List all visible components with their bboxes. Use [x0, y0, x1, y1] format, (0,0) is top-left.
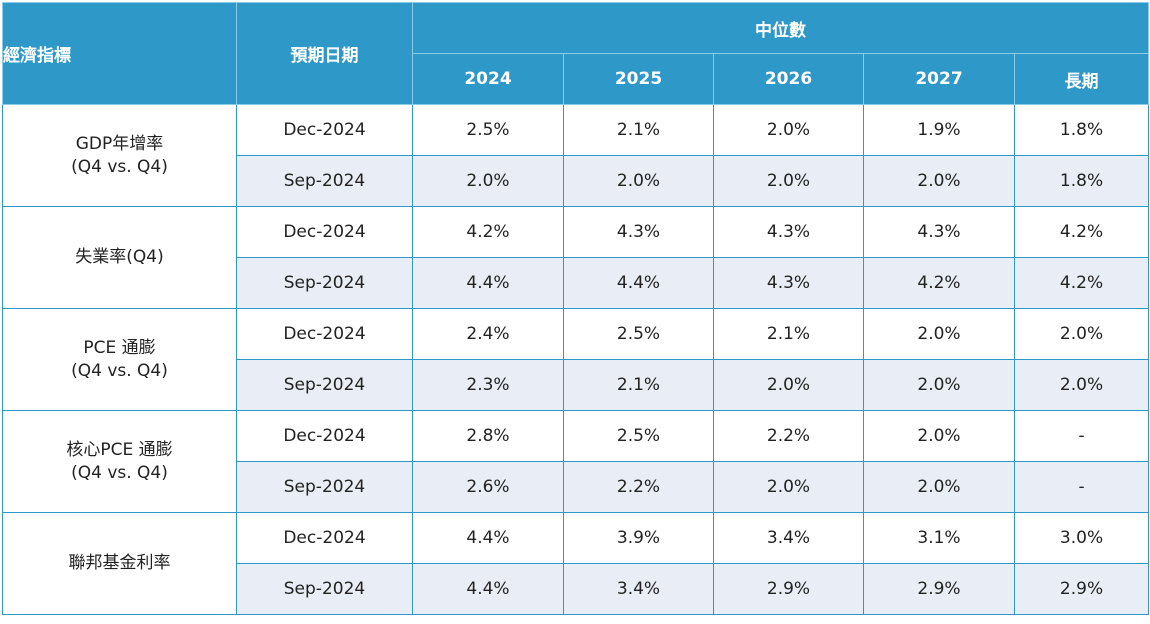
- value-cell: 2.0%: [412, 155, 564, 207]
- indicator-label: GDP年增率 (Q4 vs. Q4): [2, 104, 237, 207]
- value-cell: 2.5%: [563, 308, 714, 360]
- value-cell: 4.4%: [563, 257, 714, 309]
- indicator-label-line: 核心PCE 通膨: [66, 439, 173, 460]
- value-cell: 3.4%: [563, 563, 714, 615]
- projection-date-cell: Dec-2024: [236, 410, 413, 462]
- projection-date-cell: Dec-2024: [236, 308, 413, 360]
- value-cell: 1.8%: [1013, 104, 1150, 156]
- value-cell: 2.0%: [863, 461, 1015, 513]
- value-cell: 2.5%: [412, 104, 564, 156]
- header-indicator: 經濟指標: [2, 2, 237, 105]
- value-cell: 2.0%: [863, 410, 1015, 462]
- value-cell: 2.0%: [713, 104, 864, 156]
- table-row: 核心PCE 通膨 (Q4 vs. Q4) Dec-2024 2.8% 2.5% 2.2% 2…: [2, 410, 1150, 513]
- value-cell: 2.1%: [563, 359, 714, 411]
- value-cell: 2.0%: [713, 155, 864, 207]
- value-cell: 2.4%: [412, 308, 564, 360]
- header-projection-date: 預期日期: [236, 2, 413, 105]
- projection-date-cell: Sep-2024: [236, 461, 413, 513]
- value-cell: 3.1%: [863, 512, 1015, 564]
- value-cell: 1.9%: [863, 104, 1015, 156]
- header-year-2026: 2026: [713, 53, 864, 105]
- projection-date-cell: Dec-2024: [236, 104, 413, 156]
- indicator-label-line: 失業率(Q4): [75, 247, 164, 267]
- table-body: GDP年增率 (Q4 vs. Q4) Dec-2024 2.5% 2.1% 2.0% 1.9…: [2, 104, 1150, 615]
- value-cell: 2.0%: [713, 359, 864, 411]
- value-cell: 2.9%: [1013, 563, 1150, 615]
- table-row: GDP年增率 (Q4 vs. Q4) Dec-2024 2.5% 2.1% 2.0% 1.9…: [2, 104, 1150, 207]
- indicator-label: 核心PCE 通膨 (Q4 vs. Q4): [2, 410, 237, 513]
- value-cell: 4.2%: [863, 257, 1015, 309]
- projection-date-cell: Sep-2024: [236, 359, 413, 411]
- indicator-label: PCE 通膨 (Q4 vs. Q4): [2, 308, 237, 411]
- value-cell: 2.9%: [863, 563, 1015, 615]
- indicator-label-line: (Q4 vs. Q4): [71, 462, 168, 483]
- value-cell: 2.1%: [713, 308, 864, 360]
- projection-date-cell: Sep-2024: [236, 155, 413, 207]
- value-cell: 4.4%: [412, 257, 564, 309]
- value-cell: 3.0%: [1013, 512, 1150, 564]
- value-cell: 4.2%: [1013, 257, 1150, 309]
- projection-date-cell: Sep-2024: [236, 563, 413, 615]
- value-cell: 4.2%: [1013, 206, 1150, 258]
- table-row: 聯邦基金利率 Dec-2024 4.4% 3.9% 3.4% 3.1% 3.0%: [2, 512, 1150, 615]
- value-cell: 2.0%: [713, 461, 864, 513]
- value-cell: 2.2%: [713, 410, 864, 462]
- header-year-2025: 2025: [563, 53, 714, 105]
- table-row: PCE 通膨 (Q4 vs. Q4) Dec-2024 2.4% 2.5% 2.1% 2.0…: [2, 308, 1150, 411]
- value-cell: 3.4%: [713, 512, 864, 564]
- indicator-label: 聯邦基金利率: [2, 512, 237, 615]
- projection-date-cell: Sep-2024: [236, 257, 413, 309]
- value-cell: 4.3%: [713, 257, 864, 309]
- value-cell: 2.8%: [412, 410, 564, 462]
- header-year-2027: 2027: [863, 53, 1015, 105]
- value-cell: 2.0%: [863, 308, 1015, 360]
- value-cell: 2.0%: [1013, 359, 1150, 411]
- indicator-label-line: GDP年增率: [75, 133, 164, 154]
- indicator-label-line: (Q4 vs. Q4): [71, 360, 168, 381]
- value-cell: 4.4%: [412, 563, 564, 615]
- value-cell: 2.5%: [563, 410, 714, 462]
- value-cell: 2.1%: [563, 104, 714, 156]
- indicator-label: 失業率(Q4): [2, 206, 237, 309]
- value-cell: 3.9%: [563, 512, 714, 564]
- value-cell: 2.3%: [412, 359, 564, 411]
- table-row: Sep-2024 4.4% 4.4% 4.3% 4.2% 4.2%: [3, 257, 1150, 309]
- table-row: Sep-2024 2.6% 2.2% 2.0% 2.0% -: [3, 461, 1150, 513]
- projection-date-cell: Dec-2024: [236, 512, 413, 564]
- header-median: 中位數: [411, 2, 1150, 54]
- value-cell: 4.3%: [713, 206, 864, 258]
- value-cell: 4.4%: [412, 512, 564, 564]
- value-cell: 2.0%: [1013, 308, 1150, 360]
- value-cell: 2.0%: [863, 155, 1015, 207]
- value-cell: -: [1013, 410, 1150, 462]
- table-row: Sep-2024 4.4% 3.4% 2.9% 2.9% 2.9%: [3, 563, 1150, 615]
- value-cell: 4.2%: [412, 206, 564, 258]
- value-cell: 2.9%: [713, 563, 864, 615]
- header-year-2024: 2024: [412, 53, 564, 105]
- value-cell: 2.6%: [412, 461, 564, 513]
- table-row: Sep-2024 2.0% 2.0% 2.0% 2.0% 1.8%: [3, 155, 1150, 207]
- table-header: 經濟指標 預期日期 中位數 2024 2025 2026 2027 長期: [2, 2, 1150, 105]
- value-cell: 4.3%: [563, 206, 714, 258]
- table-row: 失業率(Q4) Dec-2024 4.2% 4.3% 4.3% 4.3% 4.2%: [2, 206, 1150, 309]
- value-cell: -: [1013, 461, 1150, 513]
- indicator-label-line: 聯邦基金利率: [68, 553, 171, 573]
- projection-date-cell: Dec-2024: [236, 206, 413, 258]
- value-cell: 4.3%: [863, 206, 1015, 258]
- table-row: Sep-2024 2.3% 2.1% 2.0% 2.0% 2.0%: [3, 359, 1150, 411]
- value-cell: 2.0%: [863, 359, 1015, 411]
- value-cell: 2.0%: [563, 155, 714, 207]
- indicator-label-line: PCE 通膨: [83, 337, 156, 358]
- indicator-label-line: (Q4 vs. Q4): [71, 156, 168, 177]
- value-cell: 2.2%: [563, 461, 714, 513]
- value-cell: 1.8%: [1013, 155, 1150, 207]
- header-longer-run: 長期: [1013, 53, 1150, 105]
